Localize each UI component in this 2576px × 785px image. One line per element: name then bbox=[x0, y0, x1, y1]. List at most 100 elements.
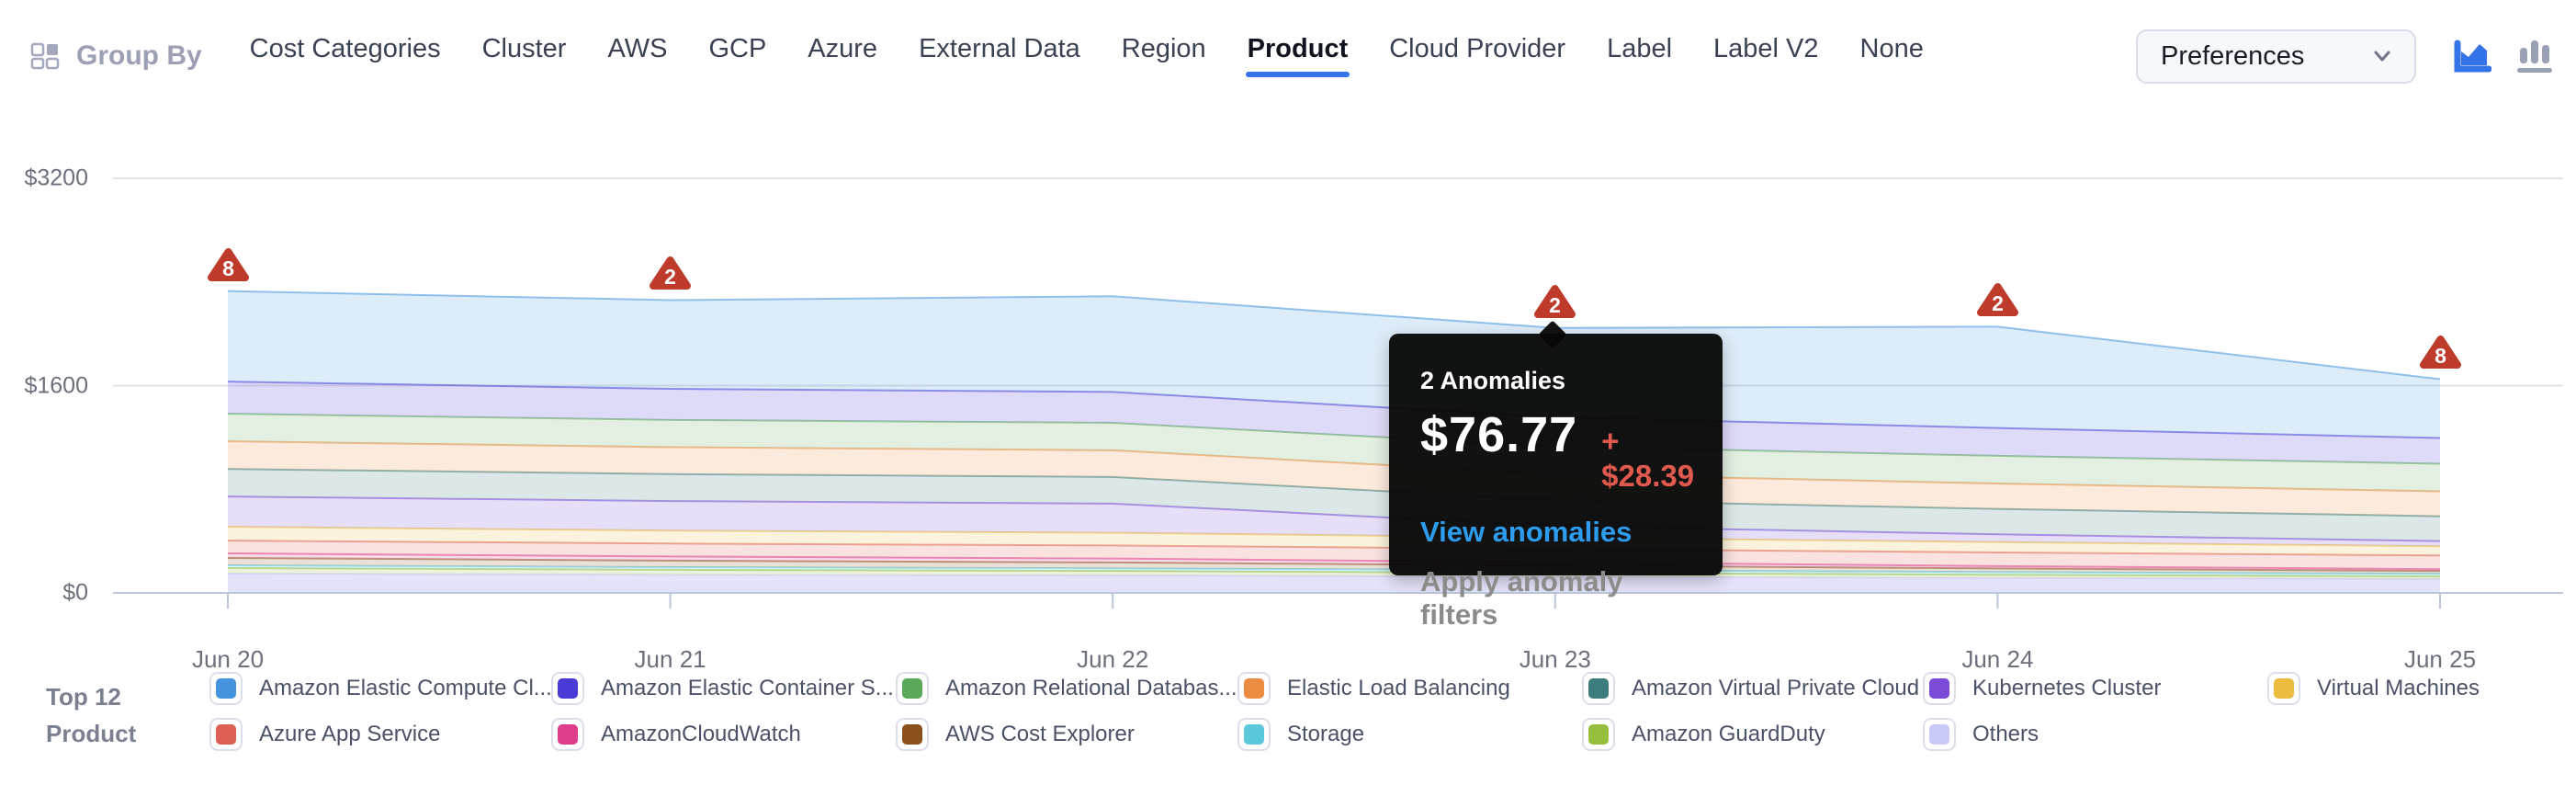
anomaly-marker-jun-21[interactable]: 2 bbox=[649, 254, 692, 292]
tab-azure[interactable]: Azure bbox=[808, 33, 878, 63]
tab-region[interactable]: Region bbox=[1121, 33, 1206, 63]
area-topline-elastic-load-balancing bbox=[227, 440, 2441, 493]
tab-label-v2[interactable]: Label V2 bbox=[1713, 33, 1819, 63]
legend-item-kubernetes-cluster[interactable]: Kubernetes Cluster bbox=[1923, 672, 2161, 705]
preferences-label: Preferences bbox=[2161, 40, 2305, 71]
tab-product[interactable]: Product bbox=[1245, 30, 1350, 83]
group-by-tabs: Cost Categories Cluster AWS GCP Azure Externa… bbox=[248, 30, 1926, 83]
legend-label: Azure App Service bbox=[259, 722, 441, 746]
svg-text:2: 2 bbox=[1992, 291, 2004, 315]
legend-item-elastic-load-balancing[interactable]: Elastic Load Balancing bbox=[1237, 672, 1510, 705]
tab-aws[interactable]: AWS bbox=[607, 33, 668, 63]
legend-item-amazon-elastic-compute-cl[interactable]: Amazon Elastic Compute Cl... bbox=[209, 672, 552, 705]
legend-swatch-color bbox=[216, 678, 236, 699]
legend-item-aws-cost-explorer[interactable]: AWS Cost Explorer bbox=[896, 718, 1135, 751]
legend-item-azure-app-service[interactable]: Azure App Service bbox=[209, 718, 440, 751]
legend-swatch-color bbox=[1588, 678, 1609, 699]
area-topline-virtual-machines bbox=[227, 526, 2441, 548]
legend-checkbox-aws-cost-explorer[interactable] bbox=[896, 718, 929, 751]
legend-item-others[interactable]: Others bbox=[1923, 718, 2039, 751]
tab-gcp[interactable]: GCP bbox=[708, 33, 767, 63]
legend-checkbox-azure-app-service[interactable] bbox=[209, 718, 243, 751]
legend-swatch-color bbox=[2274, 678, 2294, 699]
area-chart-icon[interactable] bbox=[2451, 38, 2491, 74]
anomaly-marker-jun-24[interactable]: 2 bbox=[1976, 280, 2019, 319]
legend-label: Kubernetes Cluster bbox=[1972, 676, 2162, 700]
anomaly-marker-jun-25[interactable]: 8 bbox=[2419, 333, 2462, 371]
legend-checkbox-virtual-machines[interactable] bbox=[2267, 672, 2300, 705]
legend-item-amazoncloudwatch[interactable]: AmazonCloudWatch bbox=[551, 718, 801, 751]
legend-checkbox-amazon-elastic-container-s[interactable] bbox=[551, 672, 584, 705]
tab-cloud-provider[interactable]: Cloud Provider bbox=[1389, 33, 1566, 63]
area-topline-others bbox=[227, 573, 2441, 581]
tab-label[interactable]: Label bbox=[1607, 33, 1673, 63]
view-anomalies-link[interactable]: View anomalies bbox=[1420, 516, 1633, 548]
legend-swatch-color bbox=[558, 724, 578, 745]
area-amazon-elastic-container-s bbox=[228, 381, 2440, 464]
header-right: Preferences bbox=[2136, 28, 2554, 84]
area-topline-amazon-elastic-compute-cl bbox=[227, 290, 2441, 381]
tooltip-amount: $76.77 bbox=[1420, 407, 1578, 462]
legend-checkbox-kubernetes-cluster[interactable] bbox=[1923, 672, 1956, 705]
y-axis-label-3200: $3200 bbox=[24, 165, 88, 191]
legend-label: Amazon Elastic Container S... bbox=[601, 676, 894, 700]
legend-checkbox-storage[interactable] bbox=[1237, 718, 1271, 751]
legend-label: Others bbox=[1972, 722, 2039, 746]
anomaly-marker-jun-23[interactable]: 2 bbox=[1533, 282, 1576, 321]
legend-label: Amazon GuardDuty bbox=[1632, 722, 1825, 746]
x-axis-label-jun-20: Jun 20 bbox=[191, 645, 265, 673]
legend-checkbox-elastic-load-balancing[interactable] bbox=[1237, 672, 1271, 705]
area-amazon-virtual-private-cloud bbox=[228, 469, 2440, 541]
legend-label: Virtual Machines bbox=[2317, 676, 2480, 700]
tab-none[interactable]: None bbox=[1859, 33, 1924, 63]
anomaly-marker-jun-20[interactable]: 8 bbox=[207, 245, 250, 284]
y-axis-label-0: $0 bbox=[62, 579, 88, 606]
legend-label: Amazon Elastic Compute Cl... bbox=[259, 676, 552, 700]
legend-swatch-color bbox=[1588, 724, 1609, 745]
legend-item-amazon-relational-databas[interactable]: Amazon Relational Databas... bbox=[896, 672, 1237, 705]
legend-item-virtual-machines[interactable]: Virtual Machines bbox=[2267, 672, 2480, 705]
legend-title-line2: Product bbox=[46, 720, 137, 747]
legend-swatch-color bbox=[216, 724, 236, 745]
legend-item-amazon-elastic-container-s[interactable]: Amazon Elastic Container S... bbox=[551, 672, 894, 705]
legend-swatch-color bbox=[558, 678, 578, 699]
legend-swatch-color bbox=[1929, 678, 1949, 699]
legend-item-amazon-guardduty[interactable]: Amazon GuardDuty bbox=[1582, 718, 1825, 751]
tab-cost-categories[interactable]: Cost Categories bbox=[249, 33, 441, 63]
area-topline-amazon-elastic-container-s bbox=[227, 381, 2441, 439]
area-topline-storage bbox=[227, 563, 2441, 575]
legend-label: Elastic Load Balancing bbox=[1287, 676, 1510, 700]
area-topline-amazon-relational-databas bbox=[227, 413, 2441, 465]
legend-checkbox-amazon-guardduty[interactable] bbox=[1582, 718, 1615, 751]
tab-cluster[interactable]: Cluster bbox=[481, 33, 567, 63]
area-elastic-load-balancing bbox=[228, 441, 2440, 517]
legend-item-amazon-virtual-private-cloud[interactable]: Amazon Virtual Private Cloud bbox=[1582, 672, 1919, 705]
legend-label: Amazon Relational Databas... bbox=[945, 676, 1237, 700]
chart-type-toggle bbox=[2451, 38, 2554, 74]
area-kubernetes-cluster bbox=[228, 496, 2440, 547]
apply-anomaly-filters-link[interactable]: Apply anomaly filters bbox=[1420, 565, 1623, 631]
x-axis-label-jun-24: Jun 24 bbox=[1961, 645, 2034, 673]
svg-text:2: 2 bbox=[664, 265, 676, 289]
legend-checkbox-amazoncloudwatch[interactable] bbox=[551, 718, 584, 751]
tab-external-data[interactable]: External Data bbox=[919, 33, 1080, 63]
legend-swatch-color bbox=[1244, 724, 1264, 745]
bar-chart-icon[interactable] bbox=[2515, 38, 2554, 74]
tooltip-delta: + $28.39 bbox=[1601, 424, 1695, 493]
legend-checkbox-amazon-virtual-private-cloud[interactable] bbox=[1582, 672, 1615, 705]
svg-text:8: 8 bbox=[2435, 344, 2446, 368]
legend-checkbox-others[interactable] bbox=[1923, 718, 1956, 751]
legend-title-line1: Top 12 bbox=[46, 683, 121, 711]
legend-checkbox-amazon-elastic-compute-cl[interactable] bbox=[209, 672, 243, 705]
legend-item-storage[interactable]: Storage bbox=[1237, 718, 1364, 751]
tooltip-title: 2 Anomalies bbox=[1420, 367, 1566, 394]
area-azure-app-service bbox=[228, 540, 2440, 570]
y-axis-label-1600: $1600 bbox=[24, 372, 88, 398]
legend-swatch-color bbox=[1244, 678, 1264, 699]
area-virtual-machines bbox=[228, 527, 2440, 556]
legend-checkbox-amazon-relational-databas[interactable] bbox=[896, 672, 929, 705]
preferences-dropdown[interactable]: Preferences bbox=[2136, 28, 2416, 84]
x-axis-label-jun-23: Jun 23 bbox=[1519, 645, 1591, 673]
